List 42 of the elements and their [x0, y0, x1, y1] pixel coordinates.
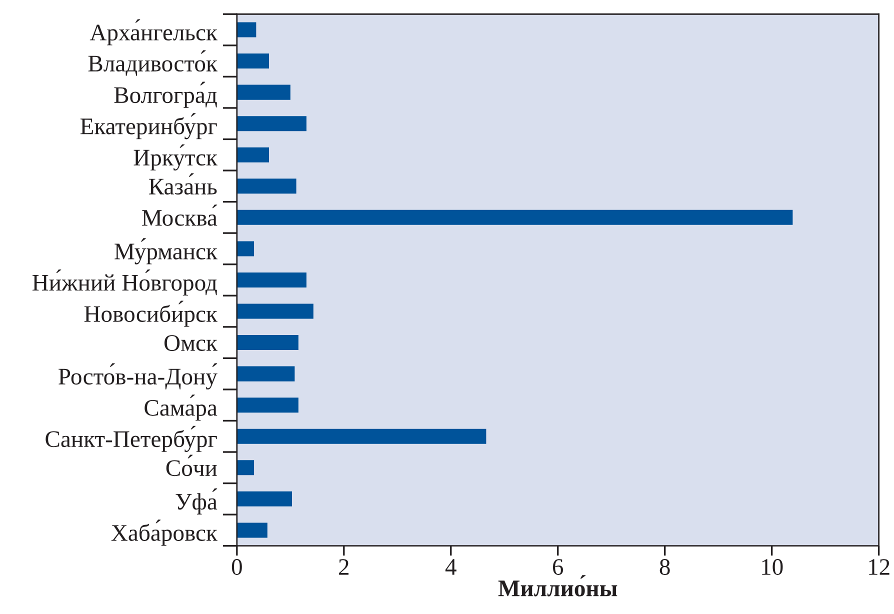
y-tick-label: Сама́ра	[144, 394, 218, 421]
y-tick-label: Волгогра́д	[114, 82, 217, 108]
x-tick-label: 0	[232, 559, 242, 575]
x-tick-label: 6	[552, 559, 564, 575]
bar	[236, 272, 306, 288]
bar	[236, 522, 268, 538]
x-tick-label: 4	[445, 559, 456, 575]
x-tick-label: 8	[660, 559, 670, 575]
y-tick-label: Ирку́тск	[134, 144, 218, 170]
y-tick-label: Му́рманск	[114, 238, 218, 264]
x-axis-title: Миллио́ны	[498, 575, 618, 596]
bar	[236, 22, 256, 38]
bar	[236, 366, 295, 382]
bar	[236, 210, 793, 225]
x-tick-label: 10	[762, 559, 783, 575]
y-tick-label: Со́чи	[166, 454, 217, 476]
y-tick-label: Екатеринбу́рг	[80, 113, 217, 140]
bar	[236, 304, 314, 319]
y-tick-label: Уфа́	[176, 488, 218, 514]
x-tick-label: 12	[869, 559, 890, 575]
bar	[236, 147, 270, 162]
y-tick-label: Каза́нь	[149, 173, 217, 195]
bar	[236, 178, 296, 194]
y-tick-label: Москва́	[142, 204, 218, 226]
bar	[236, 460, 254, 476]
y-tick-label: Новосиби́рск	[84, 300, 218, 327]
y-tick-label: Ни́жний Но́вгород	[32, 269, 217, 296]
y-tick-label: Арха́нгельск	[90, 19, 218, 46]
y-tick-label: Владивосто́к	[88, 50, 218, 76]
y-tick-label: Омск	[164, 335, 218, 351]
y-tick-label: Хаба́ровск	[111, 520, 218, 546]
bar	[236, 241, 254, 256]
bar	[236, 428, 486, 444]
bar	[236, 398, 298, 413]
bar	[236, 84, 290, 100]
y-tick-label: Росто́в-на-Дону́	[58, 363, 218, 390]
bar	[236, 116, 306, 132]
bar	[236, 335, 298, 350]
bar	[236, 54, 270, 69]
y-tick-label: Санкт-Петербу́рг	[46, 426, 217, 452]
bar	[236, 491, 292, 506]
x-tick-label: 2	[339, 559, 348, 575]
